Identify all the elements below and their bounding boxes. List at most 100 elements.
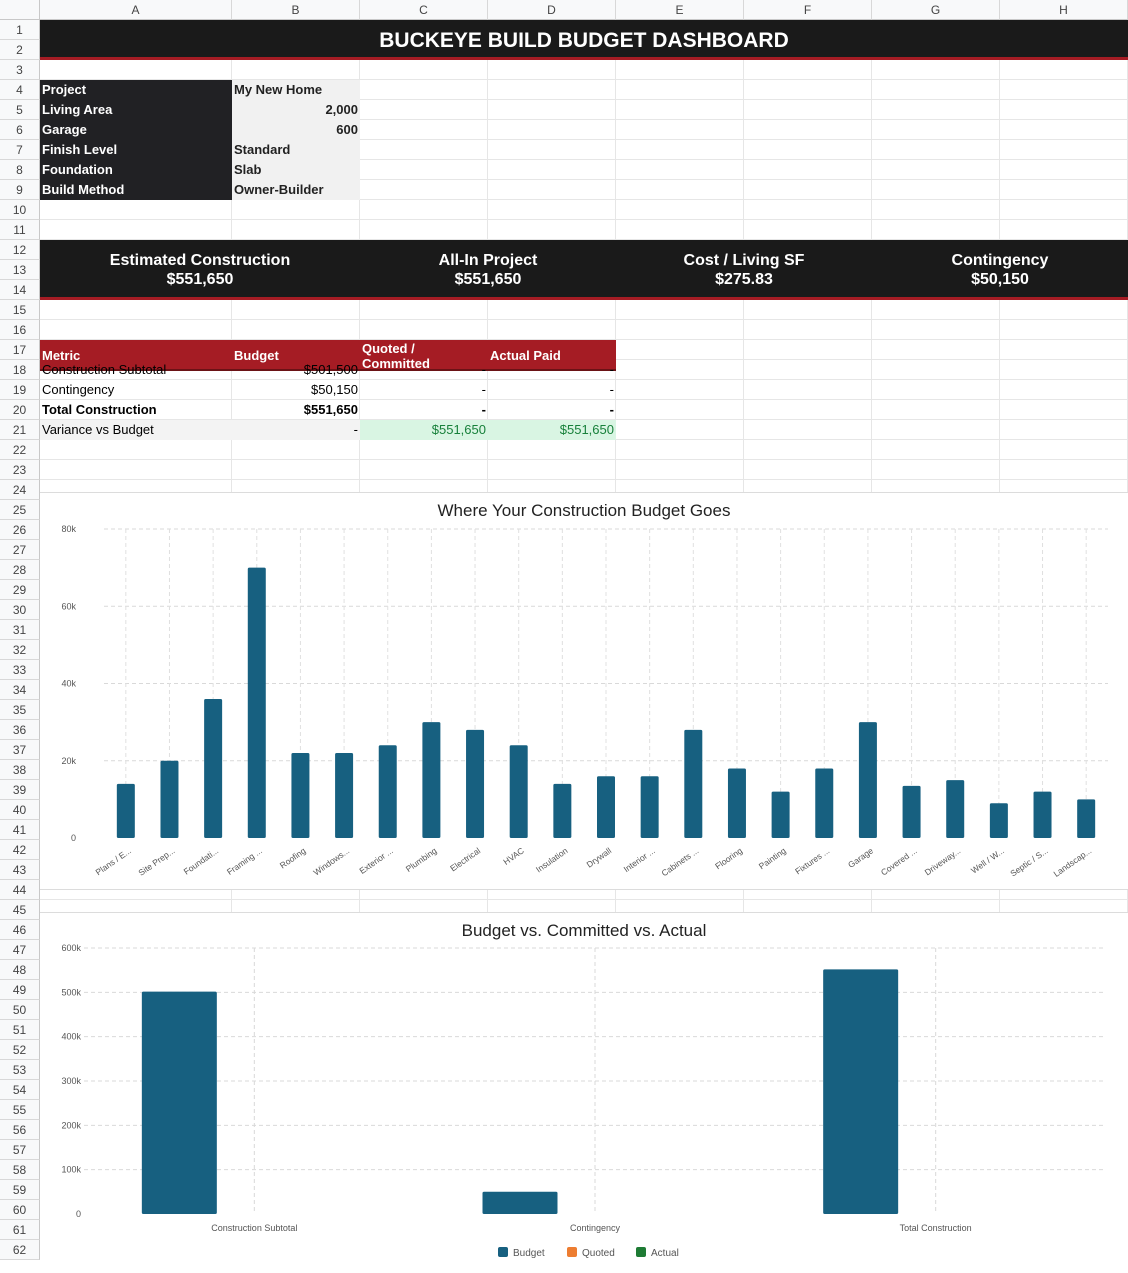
row-header[interactable]: 38 [0,760,40,780]
row-header[interactable]: 2 [0,40,40,60]
row-header[interactable]: 56 [0,1120,40,1140]
kpi-value: $551,650 [454,271,522,288]
kpi-value: $551,650 [166,271,234,288]
row-header[interactable]: 55 [0,1100,40,1120]
row-header[interactable]: 33 [0,660,40,680]
construction-budget-chart: Where Your Construction Budget Goes 0 20k 4… [61,501,1108,879]
row-header[interactable]: 57 [0,1140,40,1160]
table-cell: Contingency [42,382,115,397]
row-header[interactable]: 62 [0,1240,40,1260]
bar [902,785,921,838]
row-header[interactable]: 23 [0,460,40,480]
row-header[interactable]: 47 [0,940,40,960]
row-header[interactable]: 51 [0,1020,40,1040]
row-header[interactable]: 4 [0,80,40,100]
row-header[interactable]: 19 [0,380,40,400]
row-header[interactable]: 31 [0,620,40,640]
row-header[interactable]: 25 [0,500,40,520]
legend-label: Budget [513,1248,545,1259]
row-header[interactable]: 58 [0,1160,40,1180]
column-header[interactable]: A [40,0,232,20]
row-header[interactable]: 48 [0,960,40,980]
legend-label: Actual [651,1248,679,1259]
row-header[interactable]: 26 [0,520,40,540]
column-header[interactable]: F [744,0,872,20]
row-header[interactable]: 52 [0,1040,40,1060]
column-header[interactable]: E [616,0,744,20]
row-header[interactable]: 10 [0,200,40,220]
row-header[interactable]: 24 [0,480,40,500]
row-header[interactable]: 7 [0,140,40,160]
column-header[interactable]: H [1000,0,1128,20]
row-header[interactable]: 35 [0,700,40,720]
legend-swatch [636,1247,646,1257]
kpi-card: Cost / Living SF $275.83 [616,240,872,298]
row-header[interactable]: 53 [0,1060,40,1080]
select-all-corner[interactable] [0,0,40,20]
row-header[interactable]: 29 [0,580,40,600]
row-header[interactable]: 15 [0,300,40,320]
row-header[interactable]: 20 [0,400,40,420]
row-header[interactable]: 6 [0,120,40,140]
row-header[interactable]: 39 [0,780,40,800]
grid-hline [40,419,1128,420]
row-header[interactable]: 5 [0,100,40,120]
row-header[interactable]: 59 [0,1180,40,1200]
row-header[interactable]: 49 [0,980,40,1000]
x-tick-label: Electrical [448,845,482,873]
row-header[interactable]: 13 [0,260,40,280]
info-value[interactable]: Standard [232,140,360,160]
x-tick-label: Painting [757,845,788,871]
row-header[interactable]: 45 [0,900,40,920]
row-header[interactable]: 44 [0,880,40,900]
column-header[interactable]: C [360,0,488,20]
info-value[interactable]: Owner-Builder [232,180,360,200]
row-header[interactable]: 8 [0,160,40,180]
row-header[interactable]: 42 [0,840,40,860]
chart-title: Budget vs. Committed vs. Actual [462,921,707,940]
row-header[interactable]: 11 [0,220,40,240]
row-header[interactable]: 32 [0,640,40,660]
row-header[interactable]: 9 [0,180,40,200]
column-header[interactable]: B [232,0,360,20]
table-cell: $551,650 [303,402,358,417]
row-header[interactable]: 28 [0,560,40,580]
row-header[interactable]: 12 [0,240,40,260]
row-header[interactable]: 1 [0,20,40,40]
row-header[interactable]: 36 [0,720,40,740]
row-header[interactable]: 40 [0,800,40,820]
y-tick-label: 400k [61,1032,81,1042]
row-header[interactable]: 46 [0,920,40,940]
x-tick-label: Interior ... [622,845,657,874]
info-value[interactable]: My New Home [232,80,360,100]
row-header[interactable]: 16 [0,320,40,340]
row-header[interactable]: 43 [0,860,40,880]
row-header[interactable]: 54 [0,1080,40,1100]
budget-header: Budget [234,348,279,363]
grid-hline [40,899,1128,900]
row-header[interactable]: 30 [0,600,40,620]
row-header[interactable]: 14 [0,280,40,300]
row-header[interactable]: 34 [0,680,40,700]
row-header[interactable]: 17 [0,340,40,360]
row-header[interactable]: 27 [0,540,40,560]
row-header[interactable]: 50 [0,1000,40,1020]
row-header[interactable]: 61 [0,1220,40,1240]
column-header[interactable]: G [872,0,1000,20]
bar [989,803,1008,838]
column-header[interactable]: D [488,0,616,20]
row-header[interactable]: 37 [0,740,40,760]
x-tick-label: Windows... [311,845,351,877]
row-header[interactable]: 41 [0,820,40,840]
grid-hline [40,79,1128,80]
info-value[interactable]: Slab [232,160,360,180]
row-header[interactable]: 3 [0,60,40,80]
row-header[interactable]: 21 [0,420,40,440]
info-value[interactable]: 600 [232,120,360,140]
info-value[interactable]: 2,000 [232,100,360,120]
row-header[interactable]: 22 [0,440,40,460]
row-header[interactable]: 18 [0,360,40,380]
grid-hline [40,99,1128,100]
row-header[interactable]: 60 [0,1200,40,1220]
